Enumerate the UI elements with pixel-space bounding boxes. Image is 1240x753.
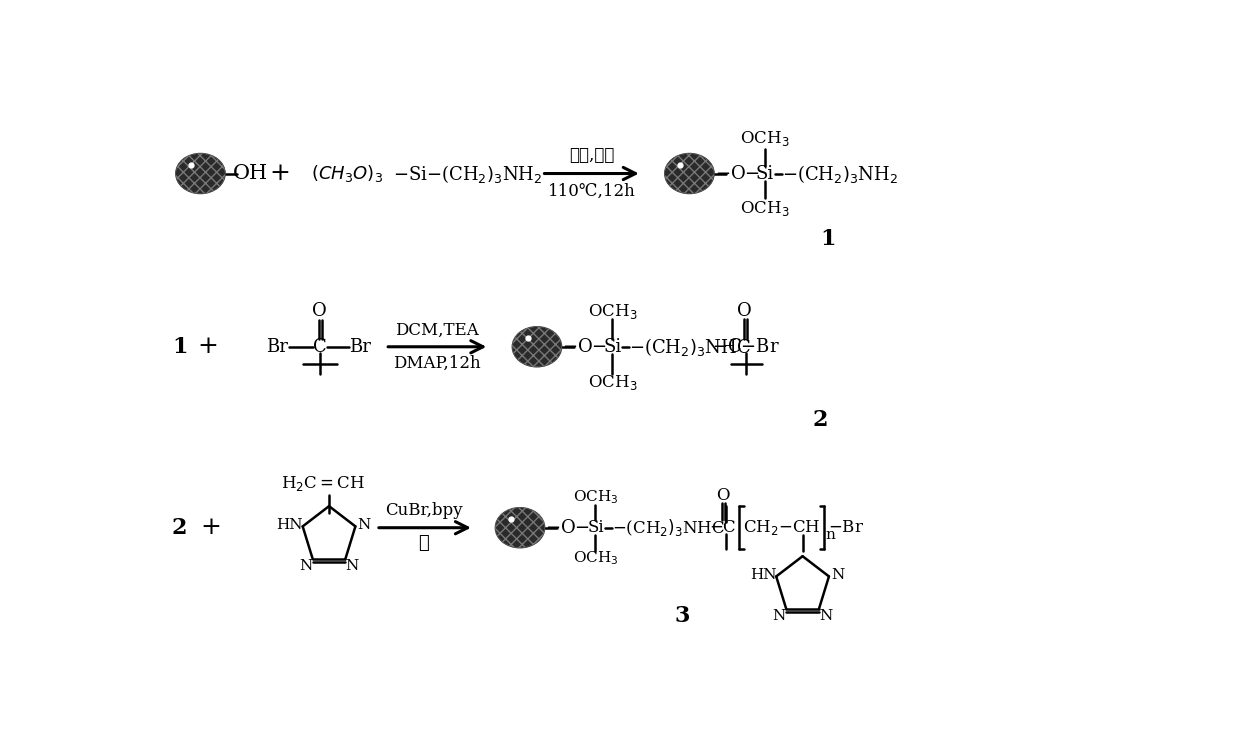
Text: CuBr,bpy: CuBr,bpy <box>384 502 463 520</box>
Text: $-$C$-$Br: $-$C$-$Br <box>713 338 780 355</box>
Text: 110℃,12h: 110℃,12h <box>548 183 635 200</box>
Text: OCH$_3$: OCH$_3$ <box>740 200 790 218</box>
Text: 3: 3 <box>675 605 689 627</box>
Text: $-$Br: $-$Br <box>827 520 864 536</box>
Text: H$_2$C$=$CH: H$_2$C$=$CH <box>280 474 365 493</box>
Text: $-$(CH$_2)_3$NHC: $-$(CH$_2)_3$NHC <box>613 517 725 538</box>
Text: CH$_2$$-$CH: CH$_2$$-$CH <box>743 518 821 537</box>
Text: +: + <box>200 517 221 539</box>
Ellipse shape <box>512 327 562 367</box>
Text: +: + <box>197 335 218 358</box>
Text: 2: 2 <box>172 517 187 538</box>
Text: $-$O$-$: $-$O$-$ <box>714 164 760 182</box>
Ellipse shape <box>176 154 226 194</box>
Text: OCH$_3$: OCH$_3$ <box>573 488 619 506</box>
Text: O: O <box>738 303 753 320</box>
Text: Br: Br <box>348 338 371 355</box>
Text: 1: 1 <box>172 336 187 358</box>
Ellipse shape <box>495 508 544 547</box>
Text: $-$(CH$_2)_3$NHC: $-$(CH$_2)_3$NHC <box>630 336 751 358</box>
Text: $-$O$-$: $-$O$-$ <box>546 519 590 537</box>
Text: O: O <box>715 487 729 504</box>
Text: 水: 水 <box>418 534 429 552</box>
Text: $(CH_3O)_3$: $(CH_3O)_3$ <box>311 163 383 184</box>
Text: N: N <box>357 518 371 532</box>
Text: DMAP,12h: DMAP,12h <box>393 355 481 372</box>
Text: $-$Si$-$(CH$_2)_3$NH$_2$: $-$Si$-$(CH$_2)_3$NH$_2$ <box>393 163 542 184</box>
Text: +: + <box>269 162 290 185</box>
Text: OCH$_3$: OCH$_3$ <box>573 550 619 567</box>
Text: n: n <box>826 529 836 542</box>
Text: 2: 2 <box>812 409 828 431</box>
Text: OCH$_3$: OCH$_3$ <box>588 373 637 392</box>
Text: N: N <box>299 559 312 573</box>
Text: HN: HN <box>277 518 303 532</box>
Text: OCH$_3$: OCH$_3$ <box>588 302 637 321</box>
Text: 甲苯,回流: 甲苯,回流 <box>569 148 614 164</box>
Text: Si: Si <box>604 338 621 355</box>
Text: Si: Si <box>588 520 604 536</box>
Text: N: N <box>773 609 786 623</box>
Text: OCH$_3$: OCH$_3$ <box>740 129 790 148</box>
Text: Si: Si <box>755 164 774 182</box>
Text: DCM,TEA: DCM,TEA <box>396 322 479 338</box>
Text: $-$(CH$_2)_3$NH$_2$: $-$(CH$_2)_3$NH$_2$ <box>781 163 898 184</box>
Text: N: N <box>820 609 832 623</box>
Text: C: C <box>312 338 326 355</box>
Text: HN: HN <box>750 568 776 582</box>
Text: OH: OH <box>233 164 268 183</box>
Ellipse shape <box>665 154 714 194</box>
Text: O: O <box>312 303 327 320</box>
Text: $-$C: $-$C <box>709 520 737 536</box>
Text: $-$O$-$: $-$O$-$ <box>562 338 608 355</box>
Text: N: N <box>346 559 358 573</box>
Text: N: N <box>831 568 844 582</box>
Text: Br: Br <box>267 338 289 355</box>
Text: 1: 1 <box>820 228 836 250</box>
